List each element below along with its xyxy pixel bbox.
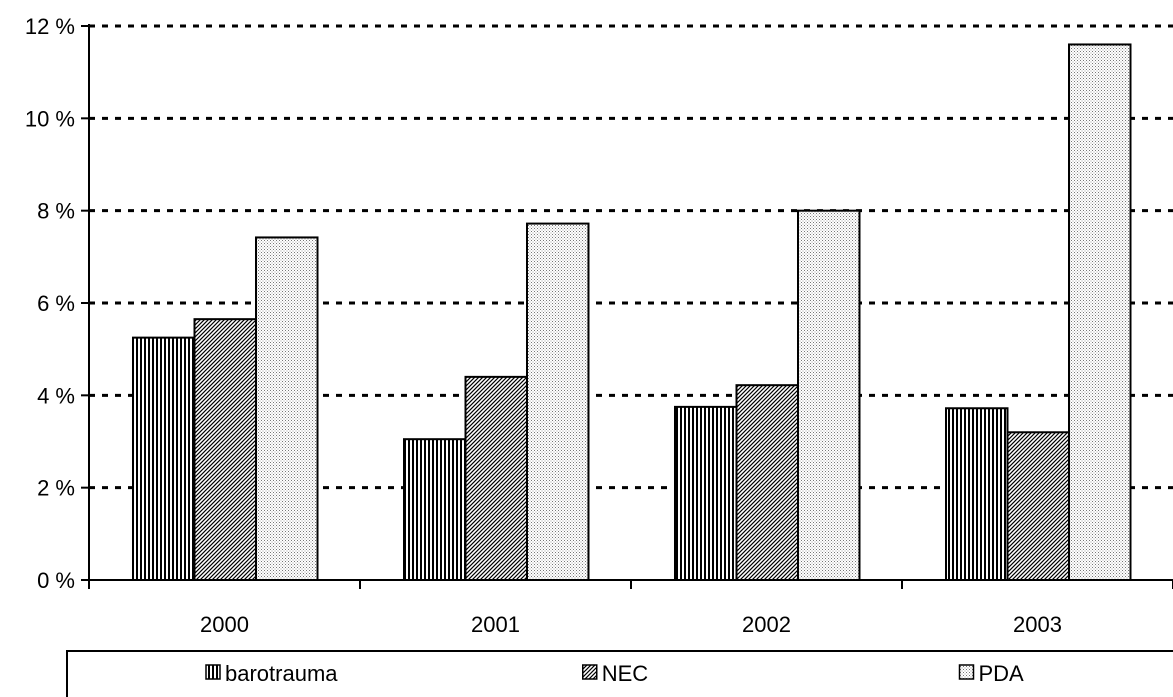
bar-pda-2002 — [797, 209, 861, 582]
x-tick-label: 2003 — [1013, 612, 1062, 637]
x-tick-label: 2001 — [471, 612, 520, 637]
bar-barotrauma-2001 — [403, 438, 467, 582]
x-tick-label: 2002 — [742, 612, 791, 637]
legend-box — [66, 650, 1173, 697]
bar-pda-2000 — [255, 236, 319, 581]
bar-nec-2000 — [193, 318, 257, 581]
y-tick-label: 12 % — [25, 14, 75, 39]
bar-barotrauma-2002 — [674, 405, 738, 581]
axes — [81, 24, 1173, 589]
legend-swatch-pda — [958, 664, 975, 680]
legend-swatch-barotrauma — [205, 664, 221, 680]
legend-swatch-nec — [582, 664, 598, 680]
legend-label-nec: NEC — [602, 661, 649, 686]
bar-barotrauma-2003 — [945, 407, 1009, 582]
y-tick-label: 8 % — [37, 199, 75, 224]
y-tick-label: 10 % — [25, 106, 75, 131]
y-tick-label: 0 % — [37, 568, 75, 593]
bar-pda-2003 — [1068, 43, 1132, 581]
bar-nec-2001 — [464, 375, 528, 581]
tick-labels: 0 % 2 % 4 % 6 % 8 % 10 % 12 % 2000 2001 2002 2003 — [25, 14, 1062, 637]
legend: barotrauma NEC PDA — [66, 650, 1173, 697]
y-tick-label: 6 % — [37, 291, 75, 316]
legend-label-barotrauma: barotrauma — [225, 661, 338, 686]
bar-nec-2003 — [1006, 431, 1070, 581]
bar-barotrauma-2000 — [132, 336, 196, 581]
bar-nec-2002 — [735, 384, 799, 581]
y-tick-label: 2 % — [37, 476, 75, 501]
legend-label-pda: PDA — [979, 661, 1025, 686]
bars — [132, 43, 1132, 582]
y-tick-label: 4 % — [37, 383, 75, 408]
bar-pda-2001 — [526, 222, 590, 582]
x-tick-label: 2000 — [200, 612, 249, 637]
